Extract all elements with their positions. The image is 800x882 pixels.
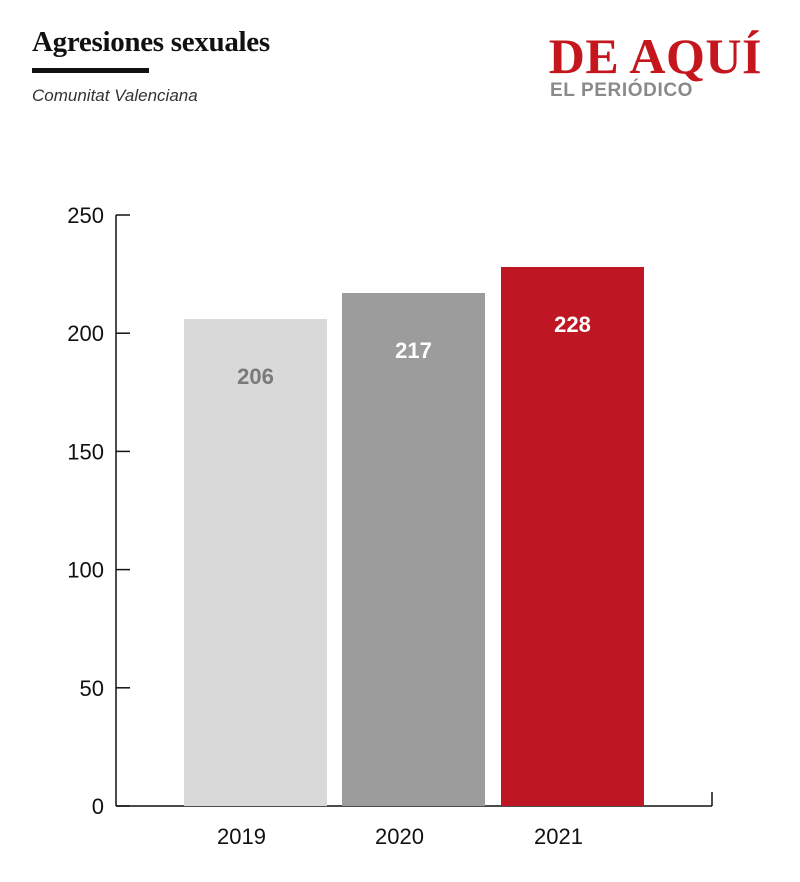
bar-2021 bbox=[501, 267, 644, 806]
y-tick-label: 200 bbox=[67, 321, 104, 346]
y-tick-label: 50 bbox=[80, 676, 104, 701]
x-tick-label: 2020 bbox=[375, 824, 424, 849]
y-tick-label: 250 bbox=[67, 203, 104, 228]
bar-value-label: 206 bbox=[237, 364, 274, 389]
x-tick-label: 2021 bbox=[534, 824, 583, 849]
y-tick-label: 150 bbox=[67, 439, 104, 464]
chart-subtitle: Comunitat Valenciana bbox=[32, 86, 198, 105]
bar-value-label: 228 bbox=[554, 312, 591, 337]
brand-logo: DE AQUÍ EL PERIÓDICO bbox=[542, 28, 762, 108]
bar-2020 bbox=[342, 293, 485, 807]
bar-value-label: 217 bbox=[395, 338, 432, 363]
x-tick-label: 2019 bbox=[217, 824, 266, 849]
y-tick-label: 100 bbox=[67, 558, 104, 583]
title-underline bbox=[32, 68, 149, 73]
bar-2019 bbox=[184, 319, 327, 806]
y-tick-label: 0 bbox=[92, 794, 104, 819]
chart-title: Agresiones sexuales bbox=[32, 26, 270, 58]
logo-main-text: DE AQUÍ bbox=[548, 28, 762, 84]
logo-sub-text: EL PERIÓDICO bbox=[550, 80, 694, 101]
